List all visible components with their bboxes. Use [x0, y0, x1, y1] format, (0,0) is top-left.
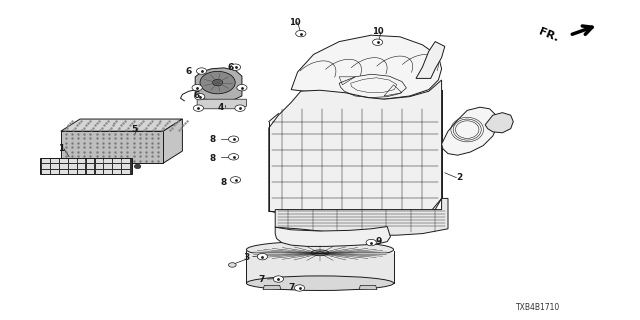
- Text: 1: 1: [58, 144, 64, 153]
- Text: 8: 8: [210, 154, 216, 163]
- Ellipse shape: [230, 177, 241, 183]
- Ellipse shape: [273, 276, 284, 282]
- Ellipse shape: [296, 30, 306, 37]
- Text: 7: 7: [258, 276, 264, 284]
- Text: 10: 10: [372, 28, 383, 36]
- Polygon shape: [163, 119, 182, 163]
- Ellipse shape: [246, 276, 394, 291]
- Polygon shape: [61, 131, 163, 163]
- Polygon shape: [113, 159, 121, 163]
- Text: 7: 7: [288, 284, 294, 292]
- Ellipse shape: [228, 263, 236, 267]
- Ellipse shape: [235, 105, 245, 111]
- Polygon shape: [359, 285, 377, 290]
- Polygon shape: [95, 170, 103, 174]
- Text: 3: 3: [243, 253, 250, 262]
- Text: 2: 2: [456, 173, 463, 182]
- Polygon shape: [40, 158, 132, 174]
- Ellipse shape: [237, 84, 247, 91]
- Polygon shape: [104, 159, 112, 163]
- Ellipse shape: [372, 39, 383, 45]
- Text: 10: 10: [289, 18, 300, 27]
- Ellipse shape: [228, 154, 239, 160]
- Ellipse shape: [200, 71, 236, 94]
- Polygon shape: [60, 159, 68, 163]
- Polygon shape: [416, 42, 445, 78]
- Text: TXB4B1710: TXB4B1710: [515, 303, 560, 312]
- Polygon shape: [95, 164, 103, 169]
- Ellipse shape: [228, 136, 239, 142]
- Polygon shape: [51, 170, 59, 174]
- Ellipse shape: [230, 64, 241, 70]
- Text: 8: 8: [210, 135, 216, 144]
- Polygon shape: [122, 159, 130, 163]
- Ellipse shape: [366, 239, 376, 246]
- Polygon shape: [86, 170, 94, 174]
- Polygon shape: [275, 227, 390, 246]
- Polygon shape: [122, 164, 130, 169]
- Polygon shape: [61, 119, 182, 131]
- Text: 8: 8: [221, 178, 227, 187]
- Ellipse shape: [212, 79, 223, 86]
- Polygon shape: [86, 164, 94, 169]
- Polygon shape: [86, 159, 94, 163]
- Text: 6: 6: [227, 63, 234, 72]
- Ellipse shape: [134, 164, 141, 169]
- Polygon shape: [113, 164, 121, 169]
- Text: 9: 9: [376, 237, 382, 246]
- Ellipse shape: [294, 285, 305, 291]
- Polygon shape: [51, 159, 59, 163]
- Polygon shape: [69, 164, 77, 169]
- Ellipse shape: [246, 241, 394, 258]
- Polygon shape: [60, 170, 68, 174]
- Polygon shape: [42, 164, 50, 169]
- Ellipse shape: [192, 84, 202, 91]
- Text: 5: 5: [131, 125, 138, 134]
- Ellipse shape: [316, 252, 324, 254]
- Polygon shape: [69, 170, 77, 174]
- Text: 6: 6: [186, 68, 192, 76]
- Polygon shape: [42, 170, 50, 174]
- Polygon shape: [269, 80, 442, 225]
- Polygon shape: [60, 164, 68, 169]
- Polygon shape: [275, 198, 448, 235]
- Polygon shape: [42, 159, 50, 163]
- Polygon shape: [263, 285, 281, 290]
- Text: 4: 4: [218, 103, 224, 112]
- Polygon shape: [95, 159, 103, 163]
- Polygon shape: [195, 68, 242, 101]
- Polygon shape: [122, 170, 130, 174]
- Polygon shape: [78, 170, 86, 174]
- Polygon shape: [246, 253, 394, 283]
- Polygon shape: [78, 159, 86, 163]
- Polygon shape: [78, 164, 86, 169]
- Ellipse shape: [195, 93, 205, 100]
- Polygon shape: [113, 170, 121, 174]
- Text: FR.: FR.: [537, 26, 560, 43]
- Polygon shape: [51, 164, 59, 169]
- Polygon shape: [197, 99, 246, 109]
- Polygon shape: [104, 164, 112, 169]
- Polygon shape: [291, 35, 442, 99]
- Ellipse shape: [193, 105, 204, 111]
- Polygon shape: [485, 113, 513, 133]
- Ellipse shape: [311, 250, 329, 256]
- Text: 6: 6: [194, 92, 200, 100]
- Ellipse shape: [257, 253, 268, 260]
- Polygon shape: [442, 107, 498, 155]
- Polygon shape: [69, 159, 77, 163]
- Ellipse shape: [196, 68, 207, 74]
- Polygon shape: [104, 170, 112, 174]
